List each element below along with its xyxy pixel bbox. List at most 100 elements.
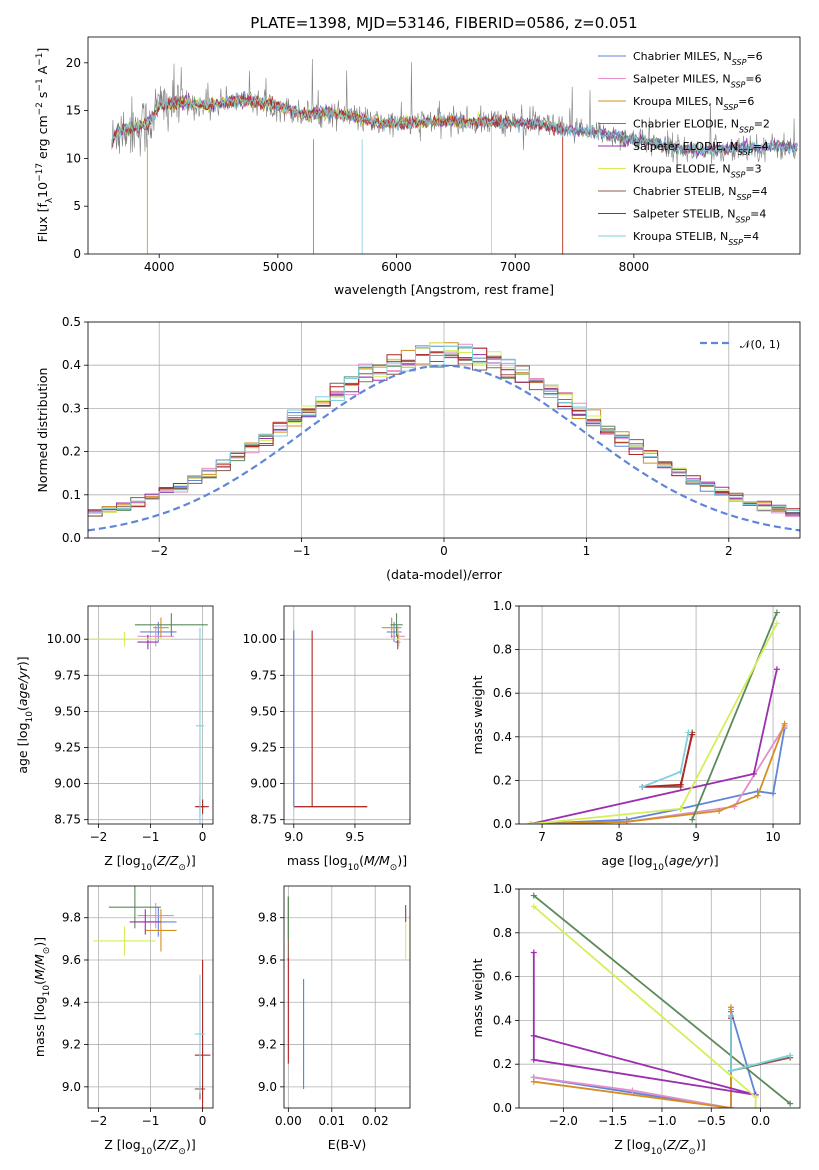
weight-point: [639, 783, 646, 790]
weight-point: [685, 729, 692, 736]
axes-frame: [283, 605, 411, 825]
weight-series-line: [532, 952, 756, 1096]
x-tick-label: −1: [142, 830, 160, 844]
weight-point: [781, 720, 788, 727]
y-tick-label: 0.4: [493, 730, 512, 744]
weight-point: [530, 1032, 537, 1039]
x-tick-label: 9: [692, 830, 700, 844]
y-axis-label: mass weight: [470, 958, 485, 1037]
y-tick-label: 9.2: [62, 1038, 81, 1052]
y-tick-label: 1.0: [493, 599, 512, 613]
axes-spectrum: 4000 5000 6000 7000 8000 0 5 10 15 20: [66, 56, 649, 274]
y-tick-label: 0.1: [62, 488, 81, 502]
weight-point: [787, 1052, 794, 1059]
weight-point: [689, 731, 696, 738]
weight-point: [752, 1105, 759, 1108]
histogram-steps: [88, 345, 800, 514]
y-tick-label: 0.2: [493, 773, 512, 787]
axes-weight_vs_age: 7 8 9 10 0.0 0.2 0.4 0.6 0.8 1.0: [493, 599, 800, 844]
weight-point: [752, 1094, 759, 1101]
x-tick-label: 2: [725, 544, 733, 558]
weight-point: [773, 620, 780, 627]
spectrum-data-line: [111, 58, 798, 166]
x-tick-label: −2: [150, 544, 168, 558]
y-tick-label: 9.8: [258, 911, 277, 925]
gaussian-curve: [88, 364, 800, 532]
axes-frame: [87, 605, 214, 825]
x-tick-label: 6000: [381, 260, 412, 274]
legend: Chabrier MILES, NSSP=6 Salpeter MILES, NS…: [598, 50, 770, 247]
x-tick-label: 4000: [144, 260, 175, 274]
axes-frame: [87, 885, 214, 1109]
y-tick-label: 10.00: [47, 632, 81, 646]
y-tick-label: 9.6: [258, 953, 277, 967]
legend-entry: 𝒩(0, 1): [740, 338, 780, 351]
y-tick-label: 9.25: [54, 740, 81, 754]
x-axis-label: mass [log10(M/M⊙)]: [287, 853, 407, 873]
y-tick-label: 9.50: [250, 704, 277, 718]
x-tick-label: 8000: [619, 260, 650, 274]
x-tick-label: 5000: [263, 260, 294, 274]
weight-point: [727, 1004, 734, 1011]
plot-area-mass_vs_EBV: [287, 896, 407, 1089]
y-tick-label: 9.50: [54, 704, 81, 718]
axes-frame: [87, 36, 801, 255]
y-tick-label: 20: [66, 56, 81, 70]
legend-entry: Kroupa MILES, NSSP=6: [633, 95, 754, 112]
axes-frame: [87, 321, 801, 539]
weight-point: [773, 609, 780, 616]
y-tick-label: 0.5: [62, 315, 81, 329]
axes-age_vs_mass: 9.0 9.5 8.75 9.00 9.25 9.50 9.75 10.00: [243, 606, 410, 844]
weight-point: [530, 949, 537, 956]
weight-point: [677, 768, 684, 775]
y-tick-label: 10: [66, 151, 81, 165]
y-tick-label: 9.00: [54, 777, 81, 791]
weight-series-line: [642, 734, 694, 788]
y-tick-label: 0.6: [493, 970, 512, 984]
weight-point: [727, 1105, 734, 1108]
weight-series-line: [530, 727, 786, 824]
y-tick-label: 0.4: [493, 1013, 512, 1027]
legend-entry: Salpeter STELIB, NSSP=4: [633, 208, 766, 225]
y-tick-label: 8.75: [250, 813, 277, 827]
weight-point: [530, 1056, 537, 1063]
weight-point: [527, 821, 534, 824]
y-tick-label: 0.8: [493, 926, 512, 940]
plot-area-weight_vs_Z: [530, 892, 794, 1108]
weight-point: [750, 770, 757, 777]
y-tick-label: 0.3: [62, 401, 81, 415]
legend-entry: Chabrier STELIB, NSSP=4: [633, 185, 767, 202]
y-tick-label: 1.0: [493, 882, 512, 896]
y-tick-label: 9.4: [62, 995, 81, 1009]
x-tick-label: 0.02: [362, 1114, 389, 1128]
x-tick-label: 8: [615, 830, 623, 844]
weight-point: [754, 792, 761, 799]
plot-area-spectrum: [111, 58, 798, 254]
weight-series-line: [530, 669, 778, 824]
axes-frame: [283, 885, 411, 1109]
x-tick-label: 0: [199, 830, 207, 844]
weight-point: [770, 790, 777, 797]
weight-point: [773, 666, 780, 673]
weight-point: [677, 781, 684, 788]
figure-title: PLATE=1398, MJD=53146, FIBERID=0586, z=0…: [250, 14, 637, 32]
y-tick-label: 9.0: [258, 1080, 277, 1094]
x-tick-label: −2: [90, 830, 108, 844]
y-tick-label: 0.0: [493, 1101, 512, 1115]
x-tick-label: −1: [142, 1114, 160, 1128]
weight-series-line: [533, 894, 791, 1105]
x-axis-label: age [log10(age/yr)]: [601, 853, 718, 873]
x-tick-label: −0.5: [697, 1114, 726, 1128]
y-axis-label: Flux [fλ10−17 erg cm−2 s−1 A−1]: [35, 48, 55, 243]
weight-point: [787, 1100, 794, 1107]
weight-point: [716, 807, 723, 814]
weight-point: [727, 1013, 734, 1020]
y-tick-label: 9.00: [250, 777, 277, 791]
y-tick-label: 9.4: [258, 995, 277, 1009]
y-tick-label: 9.6: [62, 953, 81, 967]
x-tick-label: 1: [583, 544, 591, 558]
y-tick-label: 10.00: [243, 632, 277, 646]
x-axis-label: Z [log10(Z/Z⊙)]: [614, 1137, 705, 1157]
x-tick-label: −1.5: [598, 1114, 627, 1128]
